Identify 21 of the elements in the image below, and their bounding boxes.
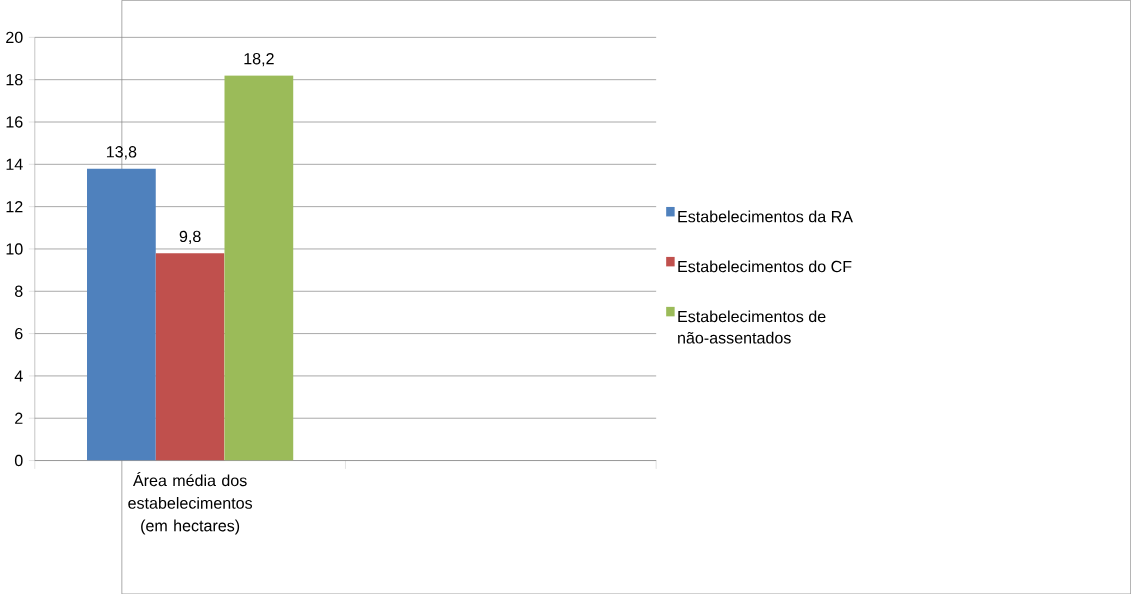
y-tick-label: 0 — [14, 454, 23, 467]
y-tick-label: 6 — [15, 327, 23, 340]
y-tick-label: 18 — [6, 73, 23, 86]
legend-label: Estabelecimentos de não-assentados — [678, 310, 826, 344]
data-label: 18,2 — [244, 52, 274, 67]
y-tick-label: 12 — [6, 200, 23, 213]
y-tick-label: 4 — [14, 370, 23, 382]
bar — [224, 75, 294, 461]
data-label: 13,8 — [106, 145, 137, 160]
legend-label: Estabelecimentos do CF — [678, 260, 852, 273]
x-tick-label: Área média dos estabelecimentos (em hectares) — [128, 471, 253, 535]
y-tick-label: 2 — [15, 412, 23, 424]
y-tick-label: 8 — [14, 285, 23, 297]
y-tick-label: 14 — [6, 158, 23, 170]
data-label: 9,8 — [179, 230, 201, 244]
bar — [155, 253, 225, 461]
legend-label: Estabelecimentos da RA — [678, 210, 853, 223]
y-tick-label: 10 — [6, 243, 23, 255]
bar — [87, 168, 156, 461]
y-tick-label: 20 — [6, 31, 23, 43]
y-tick-label: 16 — [6, 116, 23, 128]
